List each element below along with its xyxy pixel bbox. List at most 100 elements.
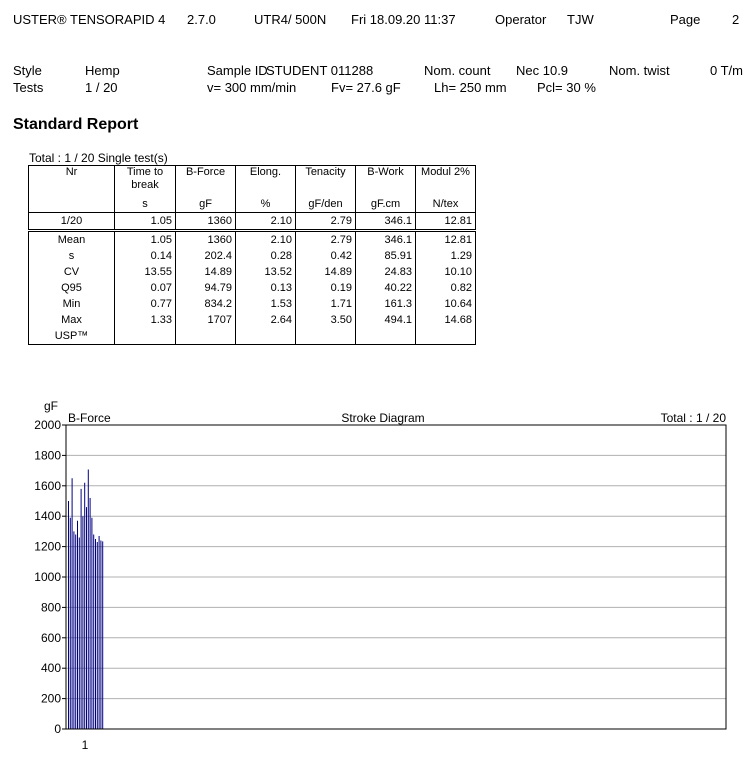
cell-value: 1.05 [114,212,176,231]
cell-value: 494.1 [355,312,416,328]
col-header-unit: N/tex [432,198,459,210]
table-row: Mean 1.05 1360 2.10 2.79 346.1 12.81 [28,229,476,248]
nom-twist-value: 0 T/m [710,63,743,78]
col-header-5: B-Work gF.cm [355,165,416,213]
y-tick-label: 0 [54,722,61,736]
cell-value: 13.52 [235,264,296,280]
speed-value: v= 300 mm/min [207,80,297,95]
cell-value: 0.42 [295,248,356,264]
row-label: USP™ [28,328,115,345]
cell-value: 1360 [175,229,236,248]
col-header-unit: gF [199,198,212,210]
table-row: USP™ [28,328,476,345]
col-header-unit: % [260,198,271,210]
datetime: Fri 18.09.20 11:37 [351,12,456,27]
report-title: Standard Report [13,116,139,133]
cell-value: 13.55 [114,264,176,280]
cell-value: 14.89 [175,264,236,280]
y-tick-label: 1200 [34,540,61,554]
cell-value [415,328,476,345]
cell-value: 12.81 [415,229,476,248]
x-tick-label: 1 [82,738,89,752]
cell-value: 1.29 [415,248,476,264]
style-value: Hemp [85,63,120,78]
row-label: Q95 [28,280,115,296]
y-tick-label: 400 [41,661,61,675]
sample-value: STUDENT 011288 [266,63,374,78]
cell-value: 0.82 [415,280,476,296]
row-label: Min [28,296,115,312]
col-header-name: B-Work [367,166,404,178]
cell-value: 14.68 [415,312,476,328]
col-header-1: Time to break s [114,165,176,213]
cell-value: 834.2 [175,296,236,312]
pcl-value: Pcl= 30 % [537,80,596,95]
col-header-name: Time to break [126,166,164,191]
col-header-3: Elong.% [235,165,296,213]
cell-value: 2.79 [295,212,356,231]
cell-value: 0.13 [235,280,296,296]
y-tick-label: 2000 [34,418,61,432]
cell-value: 2.10 [235,229,296,248]
cell-value: 202.4 [175,248,236,264]
col-header-name: Modul 2% [421,166,470,178]
gauge-length-value: Lh= 250 mm [434,80,507,95]
col-header-name: Tenacity [305,166,346,178]
tests-label: Tests [13,80,44,95]
cell-value: 40.22 [355,280,416,296]
row-label: s [28,248,115,264]
sample-label: Sample ID [207,63,268,78]
table-header-row: Nr Time to break s B-Force gF Elong.% Tenacity… [28,165,476,213]
row-label: Max [28,312,115,328]
y-tick-label: 1600 [34,479,61,493]
cell-value: 0.28 [235,248,296,264]
y-tick-label: 600 [41,631,61,645]
col-header-name: Nr [65,166,78,178]
style-label: Style [13,63,42,78]
col-header-name: Elong. [249,166,282,178]
product-name: USTER® TENSORAPID 4 [13,12,166,27]
operator-label: Operator [495,12,547,27]
cell-value: 0.14 [114,248,176,264]
cell-value: 1.53 [235,296,296,312]
y-axis-unit: gF [44,399,58,413]
cell-value: 2.64 [235,312,296,328]
instrument: UTR4/ 500N [254,12,327,27]
nom-count-value: Nec 10.9 [516,63,569,78]
table-row: CV 13.55 14.89 13.52 14.89 24.83 10.10 [28,264,476,280]
col-header-unit: gF.cm [370,198,401,210]
version: 2.7.0 [187,12,216,27]
y-tick-label: 200 [41,692,61,706]
cell-value: 24.83 [355,264,416,280]
cell-value: 2.10 [235,212,296,231]
y-tick-label: 1400 [34,509,61,523]
col-header-unit: gF/den [308,198,343,210]
cell-value: 2.79 [295,229,356,248]
cell-value [295,328,356,345]
y-tick-label: 1800 [34,448,61,462]
cell-value: 0.19 [295,280,356,296]
cell-value: 346.1 [355,229,416,248]
cell-value [114,328,176,345]
tests-value: 1 / 20 [85,80,118,95]
pretension-value: Fv= 27.6 gF [331,80,401,95]
cell-value: 1.05 [114,229,176,248]
cell-value: 14.89 [295,264,356,280]
row-label: Mean [28,229,115,248]
cell-value: 1.33 [114,312,176,328]
col-header-0: Nr [28,165,115,213]
row-label: CV [28,264,115,280]
cell-value [355,328,416,345]
cell-value: 94.79 [175,280,236,296]
stroke-diagram: gF B-Force Stroke Diagram Total : 1 / 20… [34,399,727,752]
nom-twist-label: Nom. twist [609,63,670,78]
cell-value: 0.07 [114,280,176,296]
cell-value: 1360 [175,212,236,231]
cell-value [175,328,236,345]
y-tick-label: 800 [41,600,61,614]
cell-value: 12.81 [415,212,476,231]
cell-value: 85.91 [355,248,416,264]
y-tick-label: 1000 [34,570,61,584]
chart-title: Stroke Diagram [341,411,424,425]
table-row: Q95 0.07 94.79 0.13 0.19 40.22 0.82 [28,280,476,296]
